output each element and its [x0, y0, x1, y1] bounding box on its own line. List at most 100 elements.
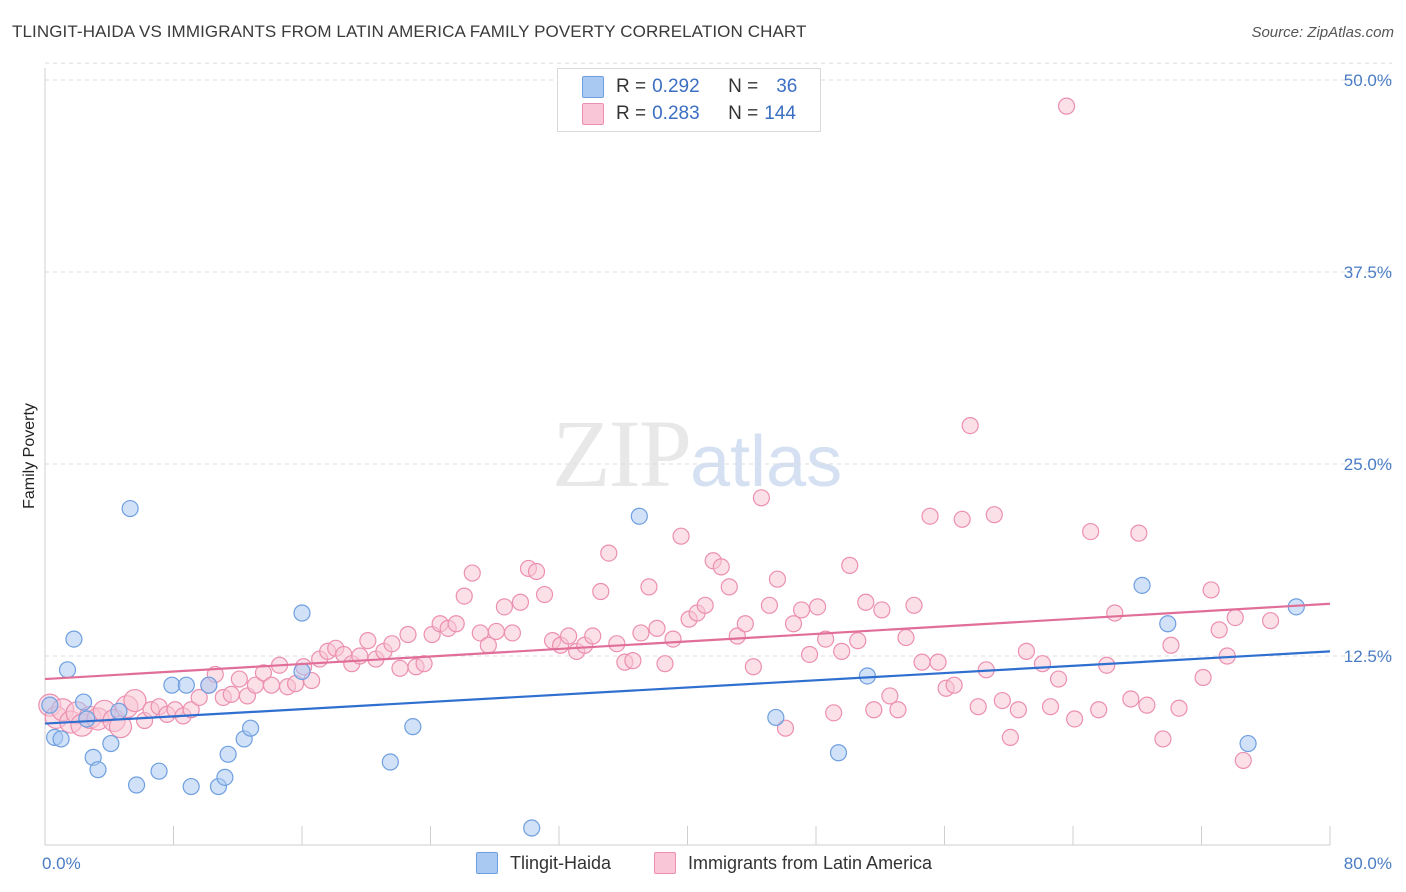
point-latin: [961, 417, 979, 435]
chart-title: TLINGIT-HAIDA VS IMMIGRANTS FROM LATIN A…: [12, 22, 807, 41]
point-tlingit: [163, 676, 181, 694]
point-latin: [873, 601, 891, 619]
point-latin: [527, 562, 546, 581]
point-latin: [1033, 655, 1052, 673]
trend-line-latin: [44, 602, 1331, 681]
point-latin: [720, 578, 738, 596]
trend-lines: [44, 602, 1331, 725]
y-tick-label: 25.0%: [1344, 455, 1392, 474]
point-latin: [1138, 696, 1156, 714]
point-latin: [447, 615, 465, 633]
point-latin: [560, 627, 578, 645]
point-tlingit: [1133, 576, 1151, 594]
point-latin: [600, 544, 618, 562]
point-tlingit: [74, 693, 93, 711]
point-latin: [608, 635, 626, 653]
data-points: [38, 97, 1305, 837]
point-tlingit: [200, 676, 218, 694]
point-latin: [905, 596, 923, 614]
point-latin: [182, 701, 200, 719]
stats-r-label: R =: [616, 76, 647, 97]
legend-item-latin[interactable]: Immigrants from Latin America: [654, 852, 932, 874]
point-latin: [800, 645, 819, 664]
point-latin: [632, 624, 650, 642]
point-latin: [1210, 621, 1228, 639]
point-latin: [1049, 670, 1068, 688]
point-latin: [776, 719, 795, 737]
point-latin: [1162, 636, 1180, 654]
point-tlingit: [65, 630, 83, 648]
point-tlingit: [127, 776, 146, 794]
point-latin: [664, 630, 682, 648]
point-latin: [744, 658, 762, 676]
point-latin: [728, 627, 746, 645]
point-tlingit: [121, 499, 139, 518]
point-tlingit: [293, 662, 311, 680]
point-tlingit: [102, 734, 120, 753]
point-latin: [881, 687, 899, 705]
point-tlingit: [150, 762, 168, 780]
point-tlingit: [404, 718, 422, 736]
point-tlingit: [216, 768, 234, 786]
point-latin: [985, 506, 1003, 524]
point-latin: [123, 688, 147, 713]
point-latin: [383, 635, 401, 653]
point-latin: [752, 489, 770, 507]
point-tlingit: [52, 730, 70, 748]
watermark: ZIPatlas: [552, 398, 842, 509]
point-latin: [1001, 728, 1019, 747]
point-latin: [592, 582, 610, 601]
legend-swatch-latin: [654, 852, 676, 874]
point-latin: [455, 587, 473, 605]
point-latin: [760, 596, 779, 614]
stats-n-label: N =: [728, 76, 759, 97]
stats-swatch-latin: [582, 103, 604, 125]
point-latin: [190, 688, 208, 707]
point-latin: [857, 593, 875, 611]
point-latin: [535, 585, 554, 604]
stats-row-tlingit: R = 0.292 N = 36: [582, 75, 797, 99]
point-latin: [913, 653, 931, 671]
point-latin: [817, 630, 835, 648]
point-latin: [1130, 524, 1148, 542]
point-latin: [993, 691, 1011, 710]
point-latin: [953, 510, 971, 528]
stats-n-label: N =: [728, 103, 759, 124]
point-latin: [1009, 701, 1027, 719]
axes: [44, 68, 1331, 846]
point-latin: [640, 578, 658, 596]
legend: Tlingit-Haida Immigrants from Latin Amer…: [0, 852, 1406, 878]
legend-item-tlingit[interactable]: Tlingit-Haida: [476, 852, 611, 874]
chart-source: Source: ZipAtlas.com: [1251, 24, 1394, 41]
point-latin: [391, 659, 409, 677]
point-tlingit: [1159, 615, 1177, 633]
point-latin: [656, 655, 674, 673]
stats-r-value: 0.292: [652, 76, 700, 97]
point-latin: [768, 570, 787, 588]
y-tick-label: 50.0%: [1344, 71, 1392, 90]
point-tlingit: [41, 696, 59, 714]
point-latin: [1106, 604, 1124, 622]
x-tick-label: 80.0%: [1344, 854, 1392, 873]
point-latin: [736, 615, 754, 633]
point-tlingit: [78, 710, 96, 728]
legend-swatch-tlingit: [476, 852, 498, 874]
point-tlingit: [523, 819, 541, 837]
y-axis-label: Family Poverty: [21, 403, 38, 509]
point-latin: [1154, 730, 1172, 748]
stats-r-label: R =: [616, 103, 647, 124]
point-tlingit: [110, 702, 128, 720]
stats-r-value: 0.283: [652, 103, 700, 124]
stats-n-value: 144: [764, 103, 796, 124]
watermark-atlas: atlas: [690, 422, 843, 502]
point-latin: [648, 619, 666, 637]
stats-box: R = 0.292 N = 36 R = 0.283 N = 144: [557, 68, 821, 132]
point-latin: [849, 632, 867, 650]
point-latin: [1041, 698, 1060, 716]
point-latin: [503, 624, 522, 642]
legend-label-latin: Immigrants from Latin America: [688, 852, 933, 873]
point-tlingit: [89, 761, 107, 779]
point-latin: [696, 596, 714, 614]
point-latin: [809, 598, 827, 616]
point-tlingit: [630, 507, 648, 525]
